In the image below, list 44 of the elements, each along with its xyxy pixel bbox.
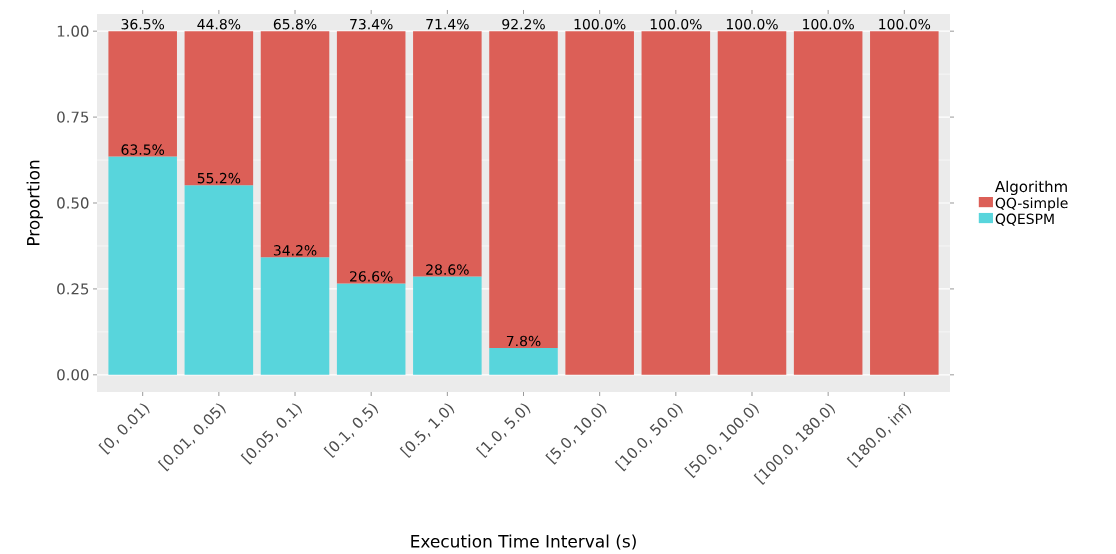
data-label: 28.6% — [426, 264, 469, 275]
data-label: 63.5% — [121, 144, 165, 155]
bar — [108, 31, 177, 157]
y-tick-label: 0.75 — [57, 111, 89, 123]
bar — [184, 31, 254, 186]
bar — [260, 257, 330, 375]
legend-label: QQESPM — [995, 213, 1054, 226]
data-label: 7.8% — [506, 335, 541, 347]
x-axis-title: Execution Time Interval (s) — [411, 534, 636, 550]
bar — [336, 283, 406, 375]
legend-label: QQ-simple — [995, 197, 1068, 211]
data-label: 100.0% — [803, 18, 854, 30]
bar — [870, 31, 939, 375]
data-label: 100.0% — [726, 18, 778, 30]
bar — [108, 156, 177, 375]
bar — [717, 31, 787, 375]
data-label: 100.0% — [574, 18, 626, 30]
bar — [336, 31, 406, 284]
data-label: 44.8% — [197, 18, 241, 30]
bar — [489, 31, 558, 349]
data-label: 100.0% — [879, 18, 931, 30]
data-label: 55.2% — [197, 172, 241, 184]
data-label: 92.2% — [502, 18, 545, 30]
bar — [793, 31, 863, 375]
data-label: 65.8% — [273, 18, 317, 30]
bar — [260, 31, 330, 258]
bar — [565, 31, 634, 375]
bar — [413, 31, 482, 277]
y-tick-label: 1.00 — [57, 25, 89, 37]
data-label: 36.5% — [121, 18, 165, 30]
data-label: 71.4% — [426, 18, 469, 30]
data-label: 100.0% — [650, 18, 702, 30]
data-label: 26.6% — [350, 271, 393, 282]
data-label: 73.4% — [350, 18, 393, 30]
y-axis-title: Proportion — [26, 160, 43, 246]
data-label: 34.2% — [273, 245, 317, 256]
y-tick-label: 0.00 — [57, 369, 89, 381]
bar — [413, 276, 482, 375]
y-tick-label: 0.25 — [57, 283, 89, 295]
y-tick-label: 0.50 — [57, 197, 89, 209]
legend-title: Algorithm — [995, 180, 1067, 196]
bar — [489, 348, 558, 375]
bar — [641, 31, 711, 375]
bar — [184, 185, 254, 375]
